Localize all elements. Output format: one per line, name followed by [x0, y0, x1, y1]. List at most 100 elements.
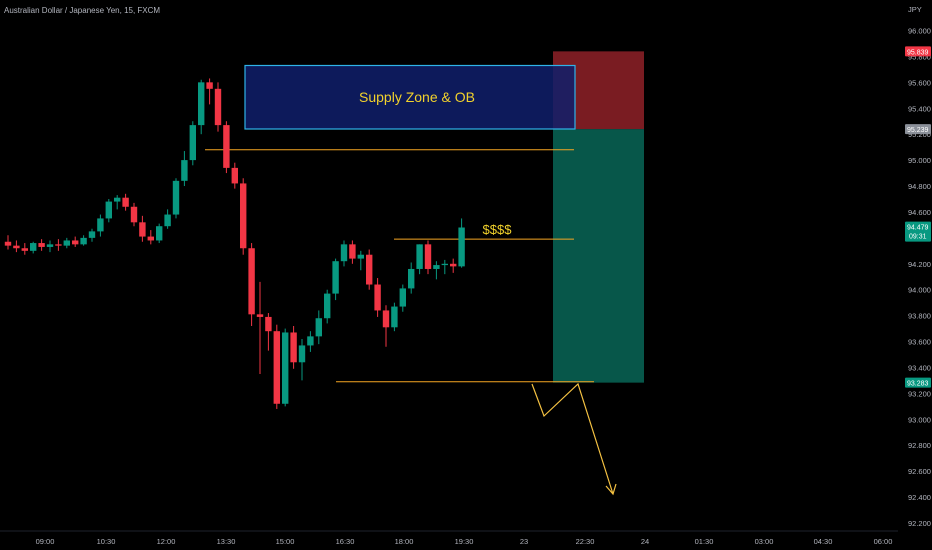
candle-body [13, 245, 20, 249]
candle-body [114, 197, 121, 202]
y-tick-label: 92.200 [908, 519, 931, 528]
x-tick-label: 16:30 [336, 537, 355, 546]
y-tick-label: 94.200 [908, 260, 931, 269]
y-tick-label: 95.800 [908, 52, 931, 61]
y-tick-label: 93.400 [908, 363, 931, 372]
y-tick-label: 93.800 [908, 312, 931, 321]
x-tick-label: 06:00 [874, 537, 893, 546]
candle-body [214, 88, 222, 126]
candle-body [315, 318, 322, 337]
candle-body [349, 244, 356, 259]
price-badge-target [905, 377, 931, 388]
candle-body [164, 214, 171, 227]
candle-body [433, 265, 440, 269]
x-tick-label: 04:30 [814, 537, 833, 546]
candle-body [265, 316, 272, 332]
candle-body [80, 237, 87, 245]
candle-body [38, 243, 45, 247]
candle-body [458, 227, 465, 267]
price-badge-entry [905, 124, 931, 135]
x-tick-label: 24 [641, 537, 649, 546]
candle-body [21, 248, 28, 251]
candle-body [307, 336, 314, 346]
candle-body [256, 314, 264, 317]
currency-label: JPY [908, 5, 922, 14]
projection-arrowhead [605, 483, 617, 496]
candle-body [391, 306, 398, 328]
candle-body [4, 241, 12, 246]
price-badge-countdown: 09:31 [909, 234, 927, 241]
candle-body [248, 248, 255, 315]
symbol-title: Australian Dollar / Japanese Yen, 15, FX… [4, 6, 161, 15]
x-tick-label: 12:00 [157, 537, 176, 546]
candle-body [181, 160, 188, 181]
candle-body [374, 284, 381, 311]
y-tick-label: 95.200 [908, 130, 931, 139]
y-tick-label: 96.000 [908, 27, 931, 36]
price-badge-entry-text: 95.239 [907, 127, 929, 134]
candle-body [408, 268, 415, 289]
candle-body [416, 244, 423, 269]
candle-body [366, 254, 373, 285]
x-tick-label: 01:30 [695, 537, 714, 546]
x-tick-label: 09:00 [36, 537, 55, 546]
candle-body [55, 244, 62, 246]
candle-body [223, 125, 230, 168]
candle-body [231, 167, 238, 184]
candle-body [172, 180, 180, 215]
candle-body [122, 197, 129, 207]
projection-arrow [531, 382, 614, 495]
candle-body [72, 240, 79, 245]
x-tick-label: 10:30 [97, 537, 116, 546]
candle-body [399, 288, 406, 307]
x-tick-label: 15:00 [276, 537, 295, 546]
candle-body [240, 183, 247, 249]
candle-body [206, 82, 213, 89]
candle-body [147, 236, 154, 241]
candle-body [450, 263, 457, 267]
x-tick-label: 03:00 [755, 537, 774, 546]
x-tick-label: 18:00 [395, 537, 414, 546]
x-tick-label: 23 [520, 537, 528, 546]
candle-body [198, 82, 205, 126]
candle-body [290, 332, 297, 363]
price-badge-stop-text: 95.839 [907, 49, 929, 56]
y-tick-label: 94.000 [908, 286, 931, 295]
y-tick-label: 94.800 [908, 182, 931, 191]
candle-body [156, 226, 163, 241]
candle-body [130, 206, 138, 223]
candle-body [382, 310, 390, 328]
x-tick-label: 22:30 [576, 537, 595, 546]
candle-body [105, 201, 112, 219]
price-badge-stop [905, 46, 931, 57]
candle-body [63, 240, 70, 246]
y-tick-label: 95.600 [908, 78, 931, 87]
candle-body [298, 345, 306, 363]
candle-body [424, 244, 432, 269]
price-badge-current-text: 94.479 [907, 225, 929, 232]
candle-body [441, 263, 448, 266]
supply-zone [244, 64, 576, 130]
candle-body [139, 222, 146, 237]
candle-body [30, 243, 37, 251]
y-tick-label: 93.200 [908, 389, 931, 398]
candle-body [273, 331, 280, 404]
candle-body [332, 261, 339, 294]
candle-body [88, 231, 96, 238]
candle-body [357, 254, 364, 259]
candle-body [189, 125, 196, 161]
price-badge-target-text: 93.283 [907, 381, 929, 388]
y-tick-label: 95.400 [908, 104, 931, 113]
candle-body [97, 218, 104, 232]
candle-body [340, 244, 348, 262]
take-profit-zone [553, 129, 644, 383]
candle-body [282, 332, 289, 404]
y-tick-label: 95.000 [908, 156, 931, 165]
supply-zone-label: Supply Zone & OB [359, 89, 475, 105]
candle-body [46, 244, 54, 247]
y-tick-label: 93.600 [908, 338, 931, 347]
candle-body [324, 293, 331, 319]
x-tick-label: 13:30 [217, 537, 236, 546]
price-badge-current [905, 221, 931, 242]
